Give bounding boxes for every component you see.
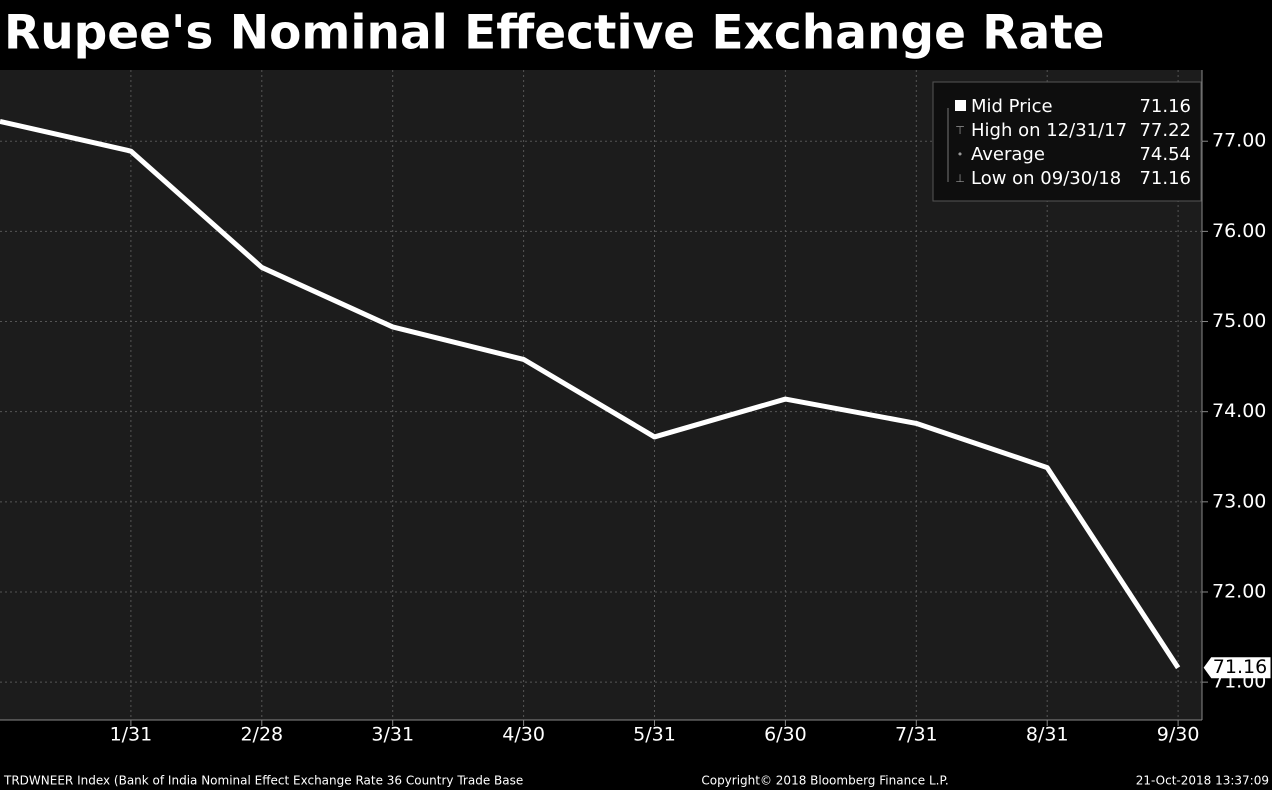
footer-timestamp: 21-Oct-2018 13:37:09 [1136,774,1269,788]
line [0,118,1181,670]
legend-stat-value: 71.16 [1139,168,1191,189]
legend-icon: ⊤ [955,124,965,137]
footer-source: TRDWNEER Index (Bank of India Nominal Ef… [3,774,523,788]
x-tick-label: 5/31 [633,724,676,746]
y-tick-label: 77.00 [1212,130,1266,152]
legend-swatch [955,100,966,111]
legend-stat-label: Low on 09/30/18 [971,168,1121,189]
x-tick-label: 3/31 [371,724,414,746]
legend-stat-value: 77.22 [1139,120,1191,141]
x-tick-label: 8/31 [1026,724,1069,746]
last-value-label: 71.16 [1213,656,1267,678]
legend-icon: ⊥ [955,172,965,185]
x-tick-label: 1/31 [110,724,153,746]
last-value-box [1202,656,1272,680]
y-tick-label: 74.00 [1212,400,1266,422]
x-tick-label: 6/30 [764,724,807,746]
y-tick-label: 72.00 [1212,580,1266,602]
y-tick-label: 75.00 [1212,310,1266,332]
x-tick-label: 4/30 [502,724,545,746]
x-tick-label: 2/28 [240,724,283,746]
legend-value: 71.16 [1139,96,1191,117]
legend-stat-label: High on 12/31/17 [971,120,1127,141]
legend-stat-label: Average [971,144,1045,165]
x-tick-label: 9/30 [1157,724,1200,746]
x-tick-label: 7/31 [895,724,938,746]
legend-stat-value: 74.54 [1139,144,1191,165]
y-tick-label: 71.00 [1212,671,1266,693]
y-tick-label: 76.00 [1212,220,1266,242]
footer-copyright: Copyright© 2018 Bloomberg Finance L.P. [701,774,948,788]
legend-icon: • [957,148,964,161]
y-tick-label: 73.00 [1212,490,1266,512]
legend-label: Mid Price [971,96,1053,117]
chart-title: Rupee's Nominal Effective Exchange Rate [4,6,1105,61]
legend-box [932,81,1202,202]
